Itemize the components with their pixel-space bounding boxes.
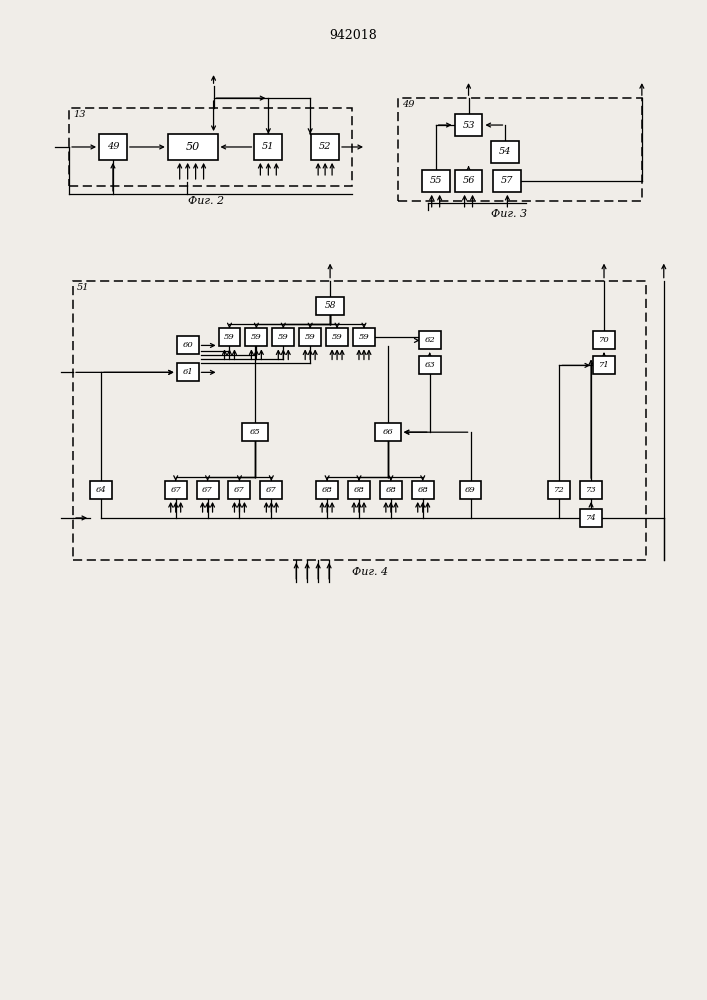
Bar [419,331,440,349]
Text: 73: 73 [585,486,597,494]
Text: 67: 67 [170,486,181,494]
Text: 59: 59 [358,333,369,341]
Bar [311,134,339,160]
Bar [228,481,250,499]
Text: 59: 59 [305,333,315,341]
Text: 59: 59 [332,333,342,341]
Text: 942018: 942018 [329,29,377,42]
Bar [73,281,646,560]
Bar [260,481,282,499]
Text: 51: 51 [262,142,274,151]
Bar [326,328,348,346]
Bar [243,423,269,441]
Text: 58: 58 [325,301,336,310]
Text: 49: 49 [107,142,119,151]
Bar [316,481,338,499]
Bar [255,134,282,160]
Bar [90,481,112,499]
Bar [455,170,482,192]
Text: 60: 60 [182,341,193,349]
Text: 68: 68 [354,486,364,494]
Bar [316,297,344,315]
Text: 72: 72 [554,486,565,494]
Bar [491,141,520,163]
Text: 68: 68 [322,486,332,494]
Bar [398,98,642,201]
Text: 62: 62 [424,336,435,344]
Text: 52: 52 [319,142,332,151]
Text: 55: 55 [429,176,442,185]
Bar [593,356,615,374]
Text: 53: 53 [462,121,475,130]
Text: 68: 68 [385,486,396,494]
Text: 49: 49 [402,100,414,109]
Text: Фиг. 3: Фиг. 3 [491,209,527,219]
Text: 59: 59 [251,333,262,341]
Text: 68: 68 [417,486,428,494]
Bar [580,509,602,527]
Bar [455,114,482,136]
Bar [353,328,375,346]
Bar [197,481,218,499]
Bar [165,481,187,499]
Bar [580,481,602,499]
Text: 57: 57 [501,176,514,185]
Bar [168,134,218,160]
Text: 54: 54 [499,147,512,156]
Bar [177,336,199,354]
Bar [348,481,370,499]
Text: 67: 67 [266,486,276,494]
Bar [422,170,450,192]
Bar [177,363,199,381]
Text: 51: 51 [77,283,90,292]
Bar [99,134,127,160]
Text: 64: 64 [95,486,106,494]
Bar [375,423,401,441]
Bar [299,328,321,346]
Text: 65: 65 [250,428,261,436]
Text: 56: 56 [462,176,475,185]
Text: Фиг. 2: Фиг. 2 [187,196,223,206]
Text: Фиг. 4: Фиг. 4 [352,567,388,577]
Bar [493,170,521,192]
Bar [380,481,402,499]
Text: 50: 50 [185,142,200,152]
Text: 63: 63 [424,361,435,369]
Bar [272,328,294,346]
Bar [411,481,433,499]
Bar [69,108,352,186]
Text: 59: 59 [224,333,235,341]
Text: 74: 74 [585,514,597,522]
Text: 69: 69 [465,486,476,494]
Text: 67: 67 [202,486,213,494]
Bar [460,481,481,499]
Bar [548,481,570,499]
Text: 13: 13 [73,110,86,119]
Text: 70: 70 [599,336,609,344]
Bar [245,328,267,346]
Bar [218,328,240,346]
Text: 71: 71 [599,361,609,369]
Text: 67: 67 [234,486,245,494]
Bar [593,331,615,349]
Text: 66: 66 [382,428,393,436]
Text: 61: 61 [182,368,193,376]
Text: 59: 59 [278,333,288,341]
Bar [419,356,440,374]
